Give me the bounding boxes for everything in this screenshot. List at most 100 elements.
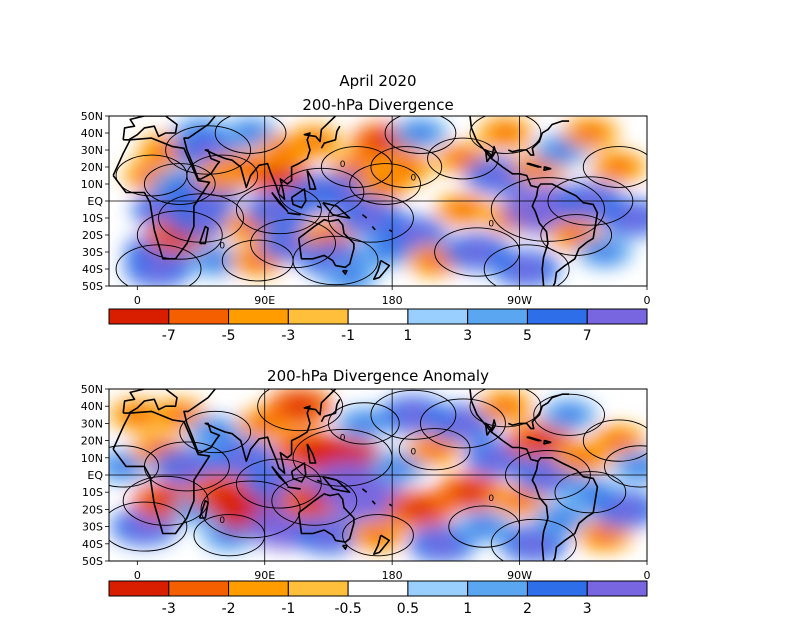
colorbar-label: 1 — [403, 328, 412, 344]
colorbar-swatch — [228, 580, 289, 597]
colorbar-swatch — [287, 580, 349, 597]
anomaly-core — [450, 151, 476, 166]
zero-contour — [136, 210, 223, 260]
anomaly-core — [591, 527, 618, 543]
lon-tick-label: 180 — [382, 294, 403, 307]
zero-contour — [582, 146, 647, 188]
anomaly-core — [263, 200, 295, 219]
colorbar-swatch — [168, 580, 230, 597]
colorbar-label: 2 — [523, 601, 532, 617]
colorbar-swatch — [108, 580, 170, 597]
anomaly-core — [450, 202, 476, 217]
coastline — [183, 389, 216, 424]
lat-tick-label: 40N — [81, 127, 103, 140]
coastline — [469, 389, 599, 561]
coastline — [341, 269, 348, 275]
anomaly-core — [351, 415, 377, 431]
zero-contour — [109, 445, 159, 488]
contour-label: 0 — [219, 516, 225, 526]
coastline — [306, 170, 317, 190]
anomaly-core — [393, 159, 420, 175]
lat-tick-label: 20N — [81, 161, 103, 174]
coastline — [543, 166, 549, 170]
zero-contours: 0 0 0 0 — [109, 389, 647, 561]
anomaly-core — [407, 125, 434, 141]
anomaly-core — [263, 474, 295, 493]
coastline — [297, 493, 355, 543]
colorbar-label: -5 — [222, 328, 236, 344]
map-gridlines — [109, 389, 647, 561]
lat-tick-label: 40N — [81, 400, 103, 413]
anomaly-core — [577, 125, 604, 141]
contour-label: 0 — [488, 494, 494, 504]
anomaly-core — [492, 398, 519, 414]
lon-tick-label: 90W — [507, 294, 532, 307]
colorbar-swatch — [108, 308, 170, 325]
anomaly-core — [461, 243, 493, 261]
anomaly-core — [617, 209, 647, 227]
coastline — [361, 213, 368, 219]
coastline — [112, 410, 211, 535]
colorbar-label: -2 — [222, 601, 236, 617]
lon-tick-label: 90E — [254, 294, 275, 307]
zero-contour — [469, 116, 542, 154]
zero-contour — [115, 244, 202, 286]
colorbar-swatch — [347, 580, 409, 597]
coastline — [183, 116, 216, 151]
coastline — [186, 389, 337, 475]
coastline — [287, 486, 301, 490]
zero-contours: 0 0 0 0 — [115, 116, 647, 286]
zero-contour — [327, 402, 400, 445]
lat-tick-label: 10S — [82, 212, 103, 225]
anomaly-core — [610, 500, 642, 519]
zero-contour — [200, 480, 301, 539]
anomaly-core — [386, 458, 412, 474]
contour-label: 0 — [219, 242, 225, 252]
lon-tick-label: 90E — [254, 569, 275, 582]
zero-contour — [327, 193, 414, 243]
anomaly-core — [244, 253, 271, 268]
anomaly-core — [268, 516, 304, 537]
anomaly-core — [355, 209, 387, 227]
zero-contour — [250, 218, 336, 269]
axis-ticks: 50N 40N 30N 20N 10N EQ 10S 20S 30S 40S 50S 0 90E 180 9… — [81, 383, 651, 582]
zero-contour — [420, 398, 506, 449]
lat-tick-label: 30S — [82, 246, 103, 259]
colorbar-swatch — [586, 580, 648, 597]
coastline — [484, 422, 493, 436]
contour-label: 0 — [411, 174, 417, 184]
coastline — [112, 137, 211, 260]
anomaly-core — [605, 159, 632, 175]
coastline — [290, 188, 307, 209]
coastline — [469, 116, 599, 286]
anomaly-core — [365, 527, 391, 543]
zero-contour — [370, 146, 443, 188]
figure-title: April 2020 — [339, 72, 416, 90]
zero-contour — [582, 419, 647, 462]
zero-contour — [143, 163, 216, 205]
colorbar-anomaly: -3 -2 -1 -0.5 0.5 1 2 3 — [108, 580, 648, 617]
anomaly-core — [483, 448, 514, 467]
anomaly-core — [171, 457, 203, 476]
zero-contour — [398, 428, 471, 471]
anomaly-core — [591, 244, 618, 260]
coastline — [132, 389, 136, 390]
coastline — [290, 462, 307, 483]
colorbar-swatch — [586, 308, 648, 325]
anomaly-core — [398, 405, 429, 424]
zero-contour — [143, 441, 230, 492]
anomaly-core — [605, 433, 632, 449]
anomaly-core — [202, 253, 228, 268]
anomaly-core — [398, 226, 429, 244]
anomaly-core — [237, 125, 264, 141]
coastline — [388, 229, 393, 233]
colorbar-swatch — [467, 580, 528, 597]
zero-contour — [349, 163, 421, 205]
lon-tick-label: 180 — [382, 569, 403, 582]
lon-tick-label: 0 — [134, 569, 141, 582]
lon-tick-label: 90W — [507, 569, 532, 582]
lat-tick-label: 40S — [82, 263, 103, 276]
lat-tick-label: 10S — [82, 486, 103, 499]
anomaly-core — [549, 142, 575, 158]
anomaly-core — [129, 517, 160, 536]
